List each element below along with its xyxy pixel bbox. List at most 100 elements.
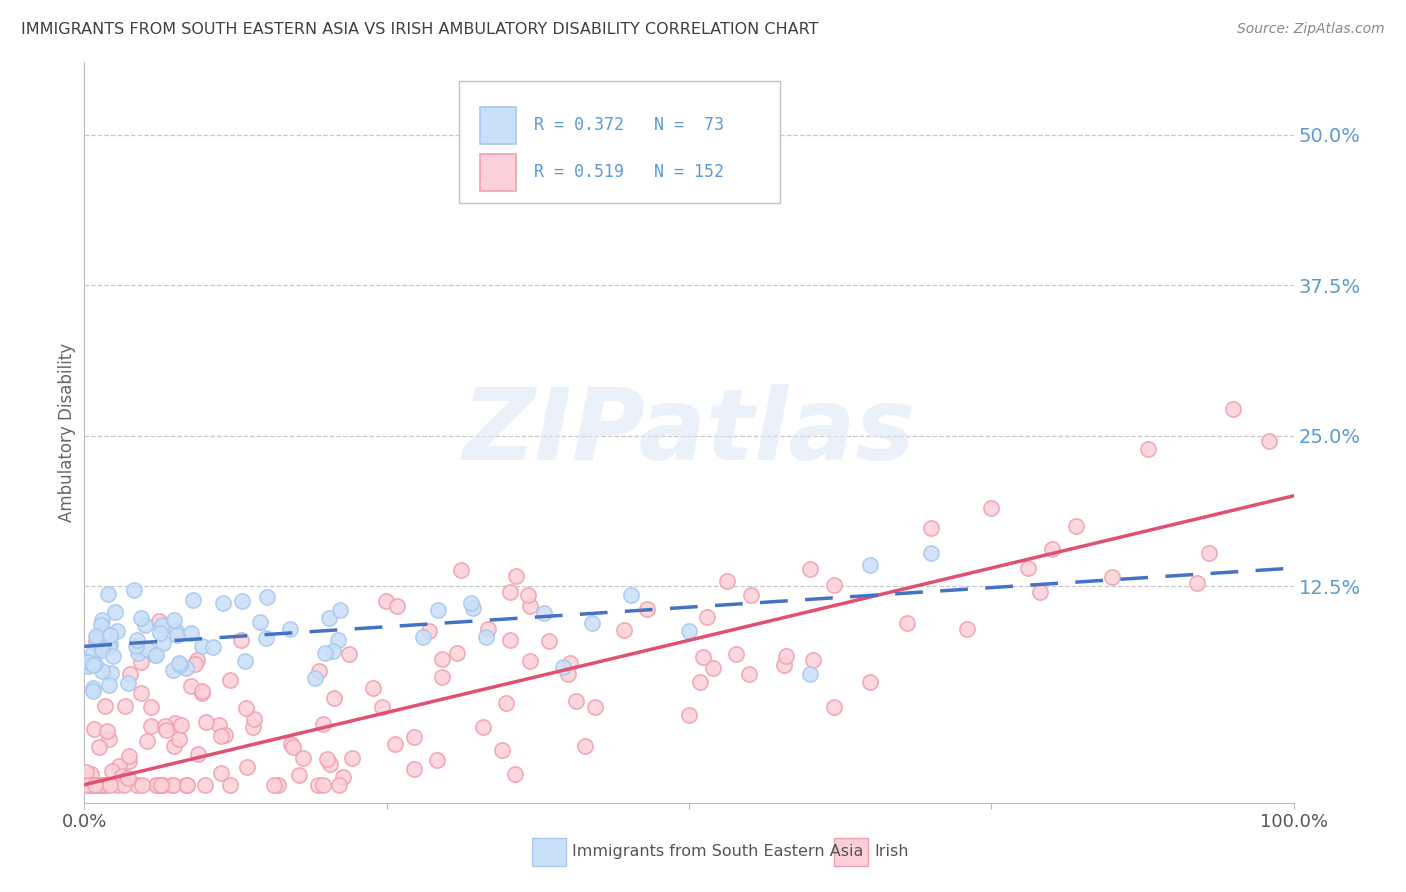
Y-axis label: Ambulatory Disability: Ambulatory Disability [58, 343, 76, 522]
Point [209, 766, 232, 780]
Point [581, 615, 603, 630]
Point [194, 778, 217, 792]
Point [91, 664, 114, 678]
Point [98, 637, 121, 651]
Point [135, 642, 157, 657]
Point [105, 624, 128, 638]
Point [533, 606, 555, 620]
Point [96, 724, 118, 739]
Point [155, 723, 177, 737]
Point [243, 712, 266, 726]
Point [430, 670, 453, 684]
Point [499, 633, 522, 648]
Point [517, 588, 540, 602]
Point [122, 583, 145, 598]
Text: Irish: Irish [875, 844, 908, 859]
Point [312, 778, 335, 792]
Point [256, 590, 278, 604]
Point [956, 622, 979, 636]
Point [314, 646, 336, 660]
Point [1064, 519, 1087, 533]
Point [859, 675, 882, 690]
Point [613, 623, 636, 637]
Point [150, 778, 173, 792]
Point [491, 743, 513, 757]
Point [236, 760, 259, 774]
Point [724, 648, 747, 662]
Point [249, 615, 271, 630]
Point [129, 611, 152, 625]
Point [209, 729, 232, 743]
Point [89, 778, 111, 792]
Point [859, 558, 882, 573]
Point [82, 646, 104, 660]
Point [278, 622, 301, 636]
Point [176, 778, 198, 792]
Point [740, 588, 762, 602]
Point [322, 691, 344, 706]
Point [117, 676, 139, 690]
Point [139, 699, 162, 714]
Point [101, 648, 124, 663]
Point [165, 624, 187, 638]
Point [799, 666, 821, 681]
Point [90, 618, 112, 632]
Point [678, 708, 700, 723]
Point [1258, 434, 1281, 448]
Point [370, 699, 392, 714]
Point [801, 653, 824, 667]
Point [308, 664, 330, 678]
Point [186, 653, 208, 667]
Point [145, 648, 167, 663]
Point [76, 778, 98, 792]
Point [82, 684, 104, 698]
Point [291, 750, 314, 764]
Point [89, 778, 111, 792]
Point [94, 778, 117, 792]
Point [135, 734, 157, 748]
Point [318, 611, 340, 625]
Point [118, 754, 141, 768]
Point [384, 738, 406, 752]
Point [551, 660, 574, 674]
Point [281, 740, 304, 755]
Point [211, 596, 233, 610]
Point [82, 657, 104, 672]
Point [162, 778, 184, 792]
Point [163, 613, 186, 627]
Point [208, 718, 231, 732]
Point [181, 593, 204, 607]
Point [176, 660, 198, 674]
Point [505, 569, 527, 583]
Point [214, 728, 236, 742]
Point [1017, 561, 1039, 575]
Point [94, 698, 117, 713]
Point [87, 640, 110, 655]
Point [191, 684, 214, 698]
Point [404, 762, 426, 776]
Point [169, 658, 191, 673]
Point [337, 647, 360, 661]
Point [361, 681, 384, 695]
Point [430, 652, 453, 666]
Point [84, 778, 107, 792]
Point [773, 658, 796, 673]
Point [105, 778, 128, 792]
Point [153, 719, 176, 733]
Point [134, 617, 156, 632]
Point [117, 771, 139, 785]
Point [450, 564, 472, 578]
Point [311, 716, 333, 731]
Point [418, 624, 440, 639]
Point [426, 603, 449, 617]
Text: IMMIGRANTS FROM SOUTH EASTERN ASIA VS IRISH AMBULATORY DISABILITY CORRELATION CH: IMMIGRANTS FROM SOUTH EASTERN ASIA VS IR… [21, 22, 818, 37]
Point [79, 778, 101, 792]
Point [100, 666, 122, 681]
Text: Source: ZipAtlas.com: Source: ZipAtlas.com [1237, 22, 1385, 37]
Point [169, 656, 191, 670]
Point [233, 654, 256, 668]
Point [98, 640, 121, 654]
Point [82, 778, 104, 792]
Text: ZIPatlas: ZIPatlas [463, 384, 915, 481]
Point [125, 633, 148, 648]
